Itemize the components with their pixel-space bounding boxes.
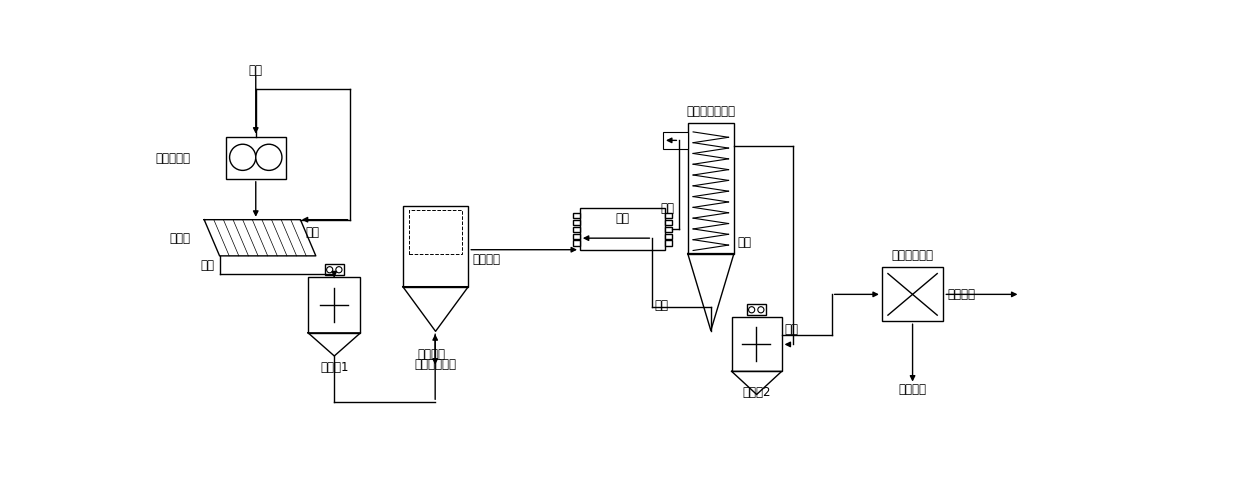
Text: 筛上: 筛上: [306, 226, 320, 239]
Circle shape: [336, 267, 342, 273]
Text: 高压辗磨机: 高压辗磨机: [155, 152, 191, 165]
Text: 磨机: 磨机: [616, 212, 629, 225]
Text: 底流: 底流: [654, 300, 669, 312]
Bar: [664, 227, 672, 232]
Text: 粗粒精矿: 粗粒精矿: [472, 253, 501, 266]
Text: 传统浮选设备: 传统浮选设备: [892, 249, 933, 262]
Bar: [572, 241, 580, 246]
Text: 调浆桶1: 调浆桶1: [320, 361, 348, 374]
Circle shape: [758, 307, 764, 313]
Text: 原矿: 原矿: [249, 64, 263, 77]
Text: 给料: 给料: [660, 202, 674, 215]
Bar: [309, 277, 361, 333]
Bar: [664, 213, 672, 218]
Circle shape: [748, 307, 755, 313]
Text: 溢流: 溢流: [737, 236, 751, 248]
Text: 振动筛: 振动筛: [170, 232, 191, 245]
Bar: [572, 220, 580, 225]
Bar: [664, 241, 672, 246]
Bar: [325, 264, 343, 275]
Circle shape: [229, 144, 255, 171]
Text: 粗粒尾矿: 粗粒尾矿: [418, 348, 445, 361]
Bar: [882, 267, 943, 321]
Bar: [572, 234, 580, 239]
Text: 精矿产品: 精矿产品: [948, 288, 975, 301]
Text: 筛上: 筛上: [784, 322, 799, 335]
Text: 水力浮选设备: 水力浮选设备: [414, 358, 456, 371]
Bar: [688, 123, 733, 253]
Circle shape: [327, 267, 333, 273]
Bar: [572, 227, 580, 232]
Bar: [580, 208, 664, 250]
Bar: [572, 213, 580, 218]
Circle shape: [255, 144, 282, 171]
Text: 细粒尾矿: 细粒尾矿: [898, 382, 927, 396]
Text: 水力分级旋流器: 水力分级旋流器: [686, 105, 735, 119]
Bar: [664, 220, 672, 225]
Bar: [663, 132, 688, 149]
Text: 调浆桶2: 调浆桶2: [743, 386, 772, 399]
Bar: [731, 317, 782, 372]
Bar: [403, 206, 468, 287]
Bar: [747, 305, 766, 315]
Text: 筛下: 筛下: [201, 258, 214, 272]
Bar: [664, 234, 672, 239]
Bar: [409, 210, 462, 253]
Bar: [225, 136, 286, 179]
